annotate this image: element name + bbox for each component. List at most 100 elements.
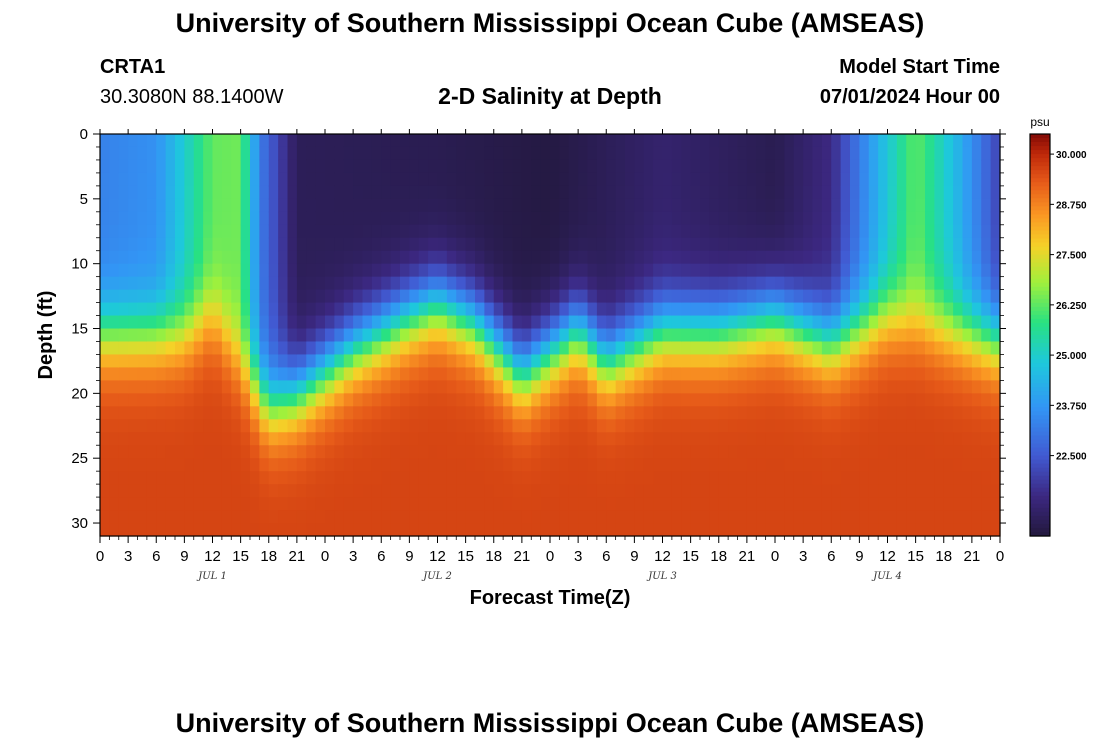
heatmap-cell <box>465 406 476 420</box>
heatmap-cell <box>521 523 532 537</box>
heatmap-cell <box>550 354 560 369</box>
heatmap-cell <box>812 134 823 148</box>
heatmap-cell <box>418 328 429 343</box>
heatmap-cell <box>493 458 504 472</box>
colorbar-swatch <box>1030 507 1050 513</box>
heatmap-cell <box>803 315 814 330</box>
heatmap-cell <box>325 198 335 213</box>
heatmap-cell <box>165 289 176 304</box>
heatmap-cell <box>868 211 879 226</box>
heatmap-cell <box>540 471 551 485</box>
heatmap-cell <box>221 211 232 226</box>
heatmap-cell <box>821 289 832 304</box>
heatmap-cell <box>428 302 439 317</box>
heatmap-cell <box>325 224 335 239</box>
heatmap-cell <box>456 367 467 381</box>
heatmap-cell <box>512 458 523 472</box>
heatmap-cell <box>625 198 635 213</box>
heatmap-cell <box>203 198 214 213</box>
heatmap-cell <box>700 185 710 200</box>
heatmap-cell <box>493 510 504 524</box>
heatmap-cell <box>325 134 335 148</box>
heatmap-cell <box>859 380 870 394</box>
heatmap-cell <box>756 315 767 330</box>
heatmap-cell <box>953 250 964 265</box>
heatmap-cell <box>643 484 654 498</box>
heatmap-cell <box>390 289 401 304</box>
heatmap-cell <box>484 276 495 291</box>
heatmap-cell <box>671 237 682 252</box>
heatmap-cell <box>146 510 157 524</box>
heatmap-cell <box>456 471 467 485</box>
x-tick-label: 6 <box>827 548 835 565</box>
heatmap-cell <box>315 471 326 485</box>
heatmap-cell <box>100 224 110 239</box>
heatmap-cell <box>371 159 382 174</box>
heatmap-cell <box>765 432 776 446</box>
heatmap-cell <box>465 354 476 369</box>
heatmap-cell <box>896 406 907 420</box>
heatmap-cell <box>240 328 251 343</box>
heatmap-cell <box>521 302 532 317</box>
heatmap-cell <box>446 302 457 317</box>
heatmap-cell <box>465 237 476 252</box>
heatmap-cell <box>756 458 767 472</box>
heatmap-cell <box>690 471 701 485</box>
heatmap-cell <box>118 419 129 433</box>
heatmap-cell <box>859 302 870 317</box>
heatmap-cell <box>343 471 354 485</box>
heatmap-cell <box>578 406 589 420</box>
heatmap-cell <box>278 497 289 511</box>
heatmap-cell <box>437 134 448 148</box>
heatmap-cell <box>315 406 326 420</box>
heatmap-cell <box>306 458 317 472</box>
heatmap-cell <box>343 497 354 511</box>
heatmap-cell <box>418 458 429 472</box>
heatmap-cell <box>709 328 720 343</box>
heatmap-cell <box>990 380 1001 394</box>
heatmap-cell <box>990 146 1001 161</box>
heatmap-cell <box>756 341 767 356</box>
heatmap-cell <box>746 224 757 239</box>
heatmap-cell <box>971 224 982 239</box>
heatmap-cell <box>625 172 635 187</box>
colorbar-swatch <box>1030 375 1050 380</box>
heatmap-cell <box>784 315 795 330</box>
heatmap-cell <box>146 367 157 381</box>
heatmap-cell <box>793 315 804 330</box>
heatmap-cell <box>803 302 814 317</box>
heatmap-cell <box>118 406 129 420</box>
heatmap-cell <box>653 185 664 200</box>
heatmap-cell <box>306 276 317 291</box>
heatmap-cell <box>512 406 523 420</box>
heatmap-cell <box>531 172 542 187</box>
heatmap-cell <box>512 134 523 148</box>
heatmap-cell <box>653 367 664 381</box>
heatmap-cell <box>287 211 298 226</box>
heatmap-cell <box>559 484 570 498</box>
heatmap-cell <box>109 172 120 187</box>
heatmap-cell <box>578 393 589 407</box>
heatmap-cell <box>118 237 129 252</box>
heatmap-cell <box>484 341 495 356</box>
heatmap-cell <box>521 380 532 394</box>
heatmap-cell <box>671 406 682 420</box>
heatmap-cell <box>409 393 420 407</box>
heatmap-cell <box>521 250 532 265</box>
colorbar-swatch <box>1030 463 1050 469</box>
heatmap-cell <box>943 432 954 446</box>
heatmap-cell <box>287 172 298 187</box>
heatmap-cell <box>371 146 382 161</box>
heatmap-cell <box>465 198 476 213</box>
heatmap-cell <box>878 393 889 407</box>
heatmap-cell <box>343 354 354 369</box>
heatmap-cell <box>615 341 626 356</box>
heatmap-cell <box>212 289 223 304</box>
colorbar-swatch <box>1030 415 1050 421</box>
heatmap-cell <box>287 224 298 239</box>
heatmap-cell <box>437 367 448 381</box>
x-tick-label: 21 <box>964 548 981 565</box>
heatmap-cell <box>925 341 935 356</box>
heatmap-cell <box>756 523 767 537</box>
heatmap-cell <box>521 393 532 407</box>
